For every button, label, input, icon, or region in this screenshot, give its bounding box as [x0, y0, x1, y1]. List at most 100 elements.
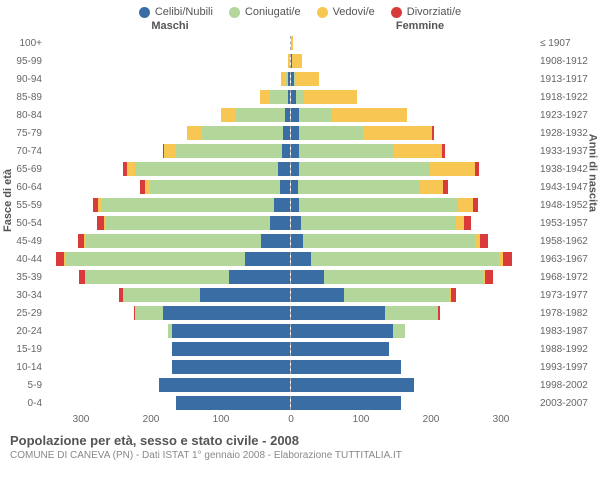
birth-label: 1983-1987 [536, 326, 600, 337]
x-tick: 200 [396, 414, 466, 425]
header-male: Maschi [0, 20, 300, 32]
male-bar [46, 342, 291, 356]
age-label: 5-9 [0, 380, 46, 391]
segment [311, 252, 499, 266]
female-bar [291, 36, 536, 50]
legend-label: Coniugati/e [245, 6, 301, 18]
legend-item: Coniugati/e [229, 6, 301, 18]
age-row: 65-691938-1942 [0, 160, 600, 178]
segment [270, 216, 290, 230]
x-tick: 100 [326, 414, 396, 425]
birth-label: 1978-1982 [536, 308, 600, 319]
male-bar [46, 270, 291, 284]
segment [245, 252, 290, 266]
age-row: 50-541953-1957 [0, 214, 600, 232]
segment [430, 162, 475, 176]
male-bar [46, 306, 291, 320]
segment [480, 234, 488, 248]
segment [324, 270, 483, 284]
male-bar [46, 72, 291, 86]
segment [202, 126, 284, 140]
female-bar [291, 180, 536, 194]
segment [280, 180, 290, 194]
segment [229, 270, 290, 284]
male-bar [46, 378, 291, 392]
legend-label: Vedovi/e [333, 6, 375, 18]
segment [291, 378, 414, 392]
age-label: 85-89 [0, 92, 46, 103]
segment [285, 108, 290, 122]
age-label: 25-29 [0, 308, 46, 319]
birth-label: 2003-2007 [536, 398, 600, 409]
female-bar [291, 108, 536, 122]
segment [385, 306, 438, 320]
female-bar [291, 252, 536, 266]
age-row: 10-141993-1997 [0, 358, 600, 376]
segment [420, 180, 443, 194]
female-bar [291, 72, 536, 86]
segment [288, 90, 290, 104]
segment [291, 306, 385, 320]
y-axis-left-title: Fasce di età [2, 169, 14, 232]
chart-title: Popolazione per età, sesso e stato civil… [10, 433, 590, 448]
segment [291, 144, 299, 158]
legend-swatch [139, 7, 150, 18]
gender-headers: Maschi Femmine [0, 20, 600, 32]
segment [106, 216, 269, 230]
birth-label: 1923-1927 [536, 110, 600, 121]
female-bar [291, 90, 536, 104]
segment [236, 108, 285, 122]
segment [299, 162, 430, 176]
age-row: 70-741933-1937 [0, 142, 600, 160]
female-bar [291, 126, 536, 140]
segment [292, 54, 302, 68]
segment [270, 90, 288, 104]
legend-item: Celibi/Nubili [139, 6, 213, 18]
birth-label: 1958-1962 [536, 236, 600, 247]
age-row: 55-591948-1952 [0, 196, 600, 214]
segment [288, 72, 290, 86]
birth-label: 1918-1922 [536, 92, 600, 103]
segment [176, 144, 282, 158]
header-female: Femmine [300, 20, 600, 32]
age-label: 100+ [0, 38, 46, 49]
segment [150, 180, 281, 194]
segment [176, 396, 290, 410]
x-tick: 100 [186, 414, 256, 425]
segment [296, 90, 304, 104]
segment [442, 144, 444, 158]
age-row: 45-491958-1962 [0, 232, 600, 250]
segment [291, 126, 299, 140]
segment [288, 54, 290, 68]
birth-label: 1988-1992 [536, 344, 600, 355]
segment [159, 378, 290, 392]
age-row: 25-29 1978-1982 [0, 304, 600, 322]
age-label: 10-14 [0, 362, 46, 373]
male-bar [46, 126, 291, 140]
legend-swatch [391, 7, 402, 18]
male-bar [46, 234, 291, 248]
segment [282, 144, 290, 158]
age-row: 75-791928-1932 [0, 124, 600, 142]
male-bar [46, 198, 291, 212]
segment [393, 144, 442, 158]
segment [291, 36, 293, 50]
segment [475, 162, 479, 176]
segment [296, 72, 319, 86]
male-bar [46, 396, 291, 410]
age-label: 40-44 [0, 254, 46, 265]
segment [123, 288, 201, 302]
segment [332, 108, 407, 122]
age-row: 5-91998-2002 [0, 376, 600, 394]
age-label: 30-34 [0, 290, 46, 301]
x-axis: 3002001000100200300 [0, 414, 600, 425]
segment [291, 342, 389, 356]
segment [291, 108, 299, 122]
age-row: 40-441963-1967 [0, 250, 600, 268]
age-row: 95-991908-1912 [0, 52, 600, 70]
segment [278, 162, 290, 176]
birth-label: 1953-1957 [536, 218, 600, 229]
female-bar [291, 144, 536, 158]
legend-swatch [229, 7, 240, 18]
female-bar [291, 270, 536, 284]
